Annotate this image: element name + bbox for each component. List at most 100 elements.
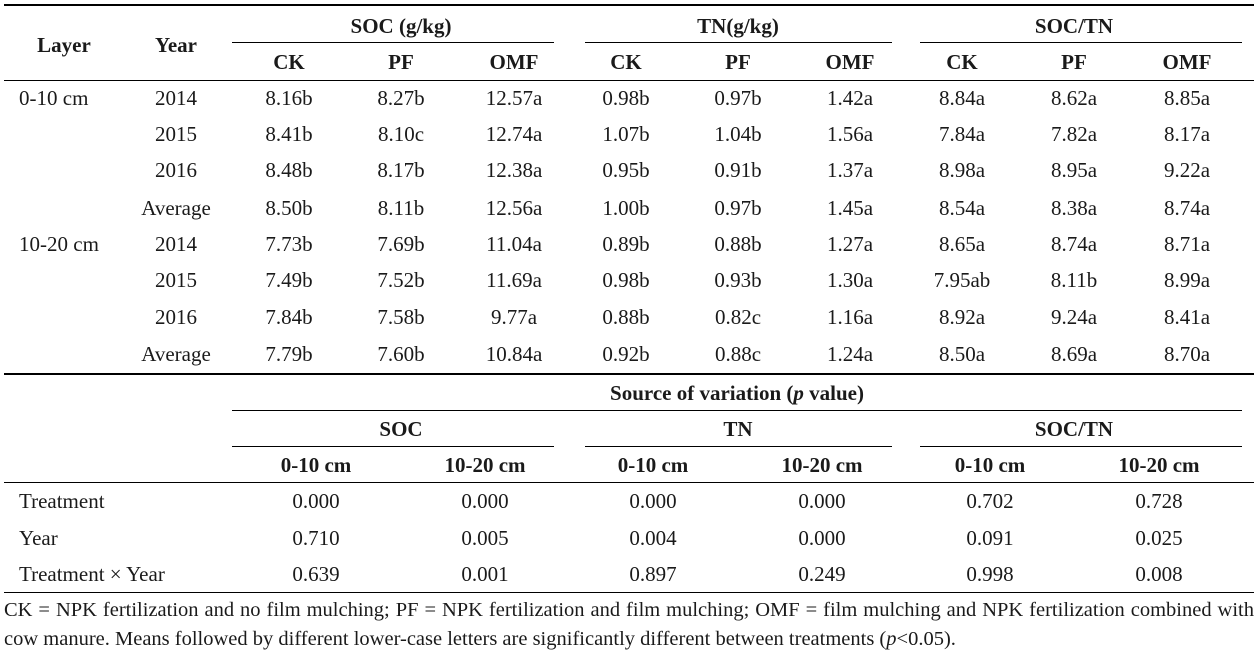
- source-label: Year: [19, 526, 58, 550]
- value-cell: 0.88b: [714, 232, 762, 256]
- value-cell: 8.48b: [265, 158, 313, 182]
- top-rule: [4, 4, 1254, 6]
- value-cell: 7.58b: [377, 305, 425, 329]
- footnote-tail: <0.05).: [896, 628, 956, 650]
- value-cell: 0.82c: [714, 305, 762, 329]
- p-value-cell: 0.897: [629, 562, 677, 586]
- treatment-header-8: OMF: [1162, 50, 1212, 74]
- value-cell: 0.97b: [714, 86, 762, 110]
- variation-group-header-0: SOC: [379, 417, 423, 441]
- value-cell: 8.10c: [377, 122, 425, 146]
- value-cell: 12.38a: [485, 158, 543, 182]
- value-cell: 0.89b: [602, 232, 650, 256]
- value-cell: 1.42a: [826, 86, 874, 110]
- p-value-cell: 0.025: [1135, 526, 1183, 550]
- p-value-cell: 0.710: [292, 526, 340, 550]
- treatment-header-6: CK: [946, 50, 978, 74]
- value-cell: 8.41a: [1163, 305, 1211, 329]
- value-cell: 0.91b: [714, 158, 762, 182]
- p-value-cell: 0.091: [966, 526, 1014, 550]
- value-cell: 0.92b: [602, 342, 650, 366]
- p-value-cell: 0.004: [629, 526, 677, 550]
- value-cell: 9.77a: [490, 305, 538, 329]
- p-value-cell: 0.000: [798, 526, 846, 550]
- p-value-cell: 0.249: [798, 562, 846, 586]
- value-cell: 12.57a: [485, 86, 543, 110]
- value-cell: 1.27a: [826, 232, 874, 256]
- depth-header-4: 0-10 cm: [954, 453, 1026, 477]
- value-cell: 8.65a: [938, 232, 986, 256]
- value-cell: 8.17a: [1163, 122, 1211, 146]
- treatment-header-7: PF: [1061, 50, 1087, 74]
- footnote-p-symbol: p: [886, 628, 897, 650]
- p-value-cell: 0.000: [629, 489, 677, 513]
- soctn-group-rule: [920, 42, 1242, 43]
- p-value-cell: 0.000: [461, 489, 509, 513]
- group-header-1: TN(g/kg): [697, 14, 779, 38]
- variation-title-rule: [232, 410, 1242, 411]
- value-cell: 9.24a: [1050, 305, 1098, 329]
- value-cell: 8.11b: [377, 196, 425, 220]
- variation-group-header-1: TN: [723, 417, 753, 441]
- p-value-cell: 0.702: [966, 489, 1014, 513]
- depth-header-5: 10-20 cm: [1118, 453, 1200, 477]
- value-cell: 10.84a: [485, 342, 543, 366]
- year-cell: Average: [141, 196, 211, 220]
- year-cell: 2016: [155, 305, 197, 329]
- value-cell: 9.22a: [1163, 158, 1211, 182]
- depth-header-2: 0-10 cm: [617, 453, 689, 477]
- value-cell: 0.95b: [602, 158, 650, 182]
- value-cell: 8.69a: [1050, 342, 1098, 366]
- value-cell: 0.98b: [602, 268, 650, 292]
- treatment-header-2: OMF: [489, 50, 539, 74]
- variation-title-prefix: Source of variation (: [610, 381, 794, 405]
- value-cell: 8.95a: [1050, 158, 1098, 182]
- variation-title: Source of variation (p value): [610, 381, 864, 405]
- depth-header-0: 0-10 cm: [280, 453, 352, 477]
- p-value-cell: 0.008: [1135, 562, 1183, 586]
- year-header: Year: [155, 33, 197, 57]
- p-value-cell: 0.639: [292, 562, 340, 586]
- treatment-header-0: CK: [273, 50, 305, 74]
- p-value-cell: 0.998: [966, 562, 1014, 586]
- value-cell: 11.04a: [486, 232, 542, 256]
- value-cell: 8.17b: [377, 158, 425, 182]
- value-cell: 8.70a: [1163, 342, 1211, 366]
- value-cell: 8.99a: [1163, 268, 1211, 292]
- p-value-cell: 0.000: [798, 489, 846, 513]
- value-cell: 8.71a: [1163, 232, 1211, 256]
- value-cell: 1.37a: [826, 158, 874, 182]
- layer-header: Layer: [37, 33, 91, 57]
- value-cell: 8.98a: [938, 158, 986, 182]
- value-cell: 7.82a: [1050, 122, 1098, 146]
- var-soc-rule: [232, 446, 554, 447]
- depth-header-1: 10-20 cm: [444, 453, 526, 477]
- value-cell: 0.98b: [602, 86, 650, 110]
- value-cell: 0.88b: [602, 305, 650, 329]
- p-value-cell: 0.728: [1135, 489, 1183, 513]
- value-cell: 8.84a: [938, 86, 986, 110]
- value-cell: 8.50b: [265, 196, 313, 220]
- variation-title-p: p: [793, 381, 804, 405]
- value-cell: 1.07b: [602, 122, 650, 146]
- value-cell: 8.50a: [938, 342, 986, 366]
- value-cell: 7.60b: [377, 342, 425, 366]
- value-cell: 1.45a: [826, 196, 874, 220]
- year-cell: Average: [141, 342, 211, 366]
- value-cell: 1.56a: [826, 122, 874, 146]
- value-cell: 8.74a: [1163, 196, 1211, 220]
- value-cell: 7.84b: [265, 305, 313, 329]
- tn-group-rule: [585, 42, 892, 43]
- treatment-header-3: CK: [610, 50, 642, 74]
- variation-header-rule: [4, 482, 1254, 483]
- value-cell: 1.00b: [602, 196, 650, 220]
- footnote-text: CK = NPK fertilization and no film mulch…: [4, 599, 1254, 650]
- header-bottom-rule: [4, 80, 1254, 81]
- soc-group-rule: [232, 42, 554, 43]
- group-header-2: SOC/TN: [1034, 14, 1114, 38]
- value-cell: 8.41b: [265, 122, 313, 146]
- value-cell: 12.56a: [485, 196, 543, 220]
- value-cell: 8.38a: [1050, 196, 1098, 220]
- value-cell: 1.04b: [714, 122, 762, 146]
- value-cell: 1.16a: [826, 305, 874, 329]
